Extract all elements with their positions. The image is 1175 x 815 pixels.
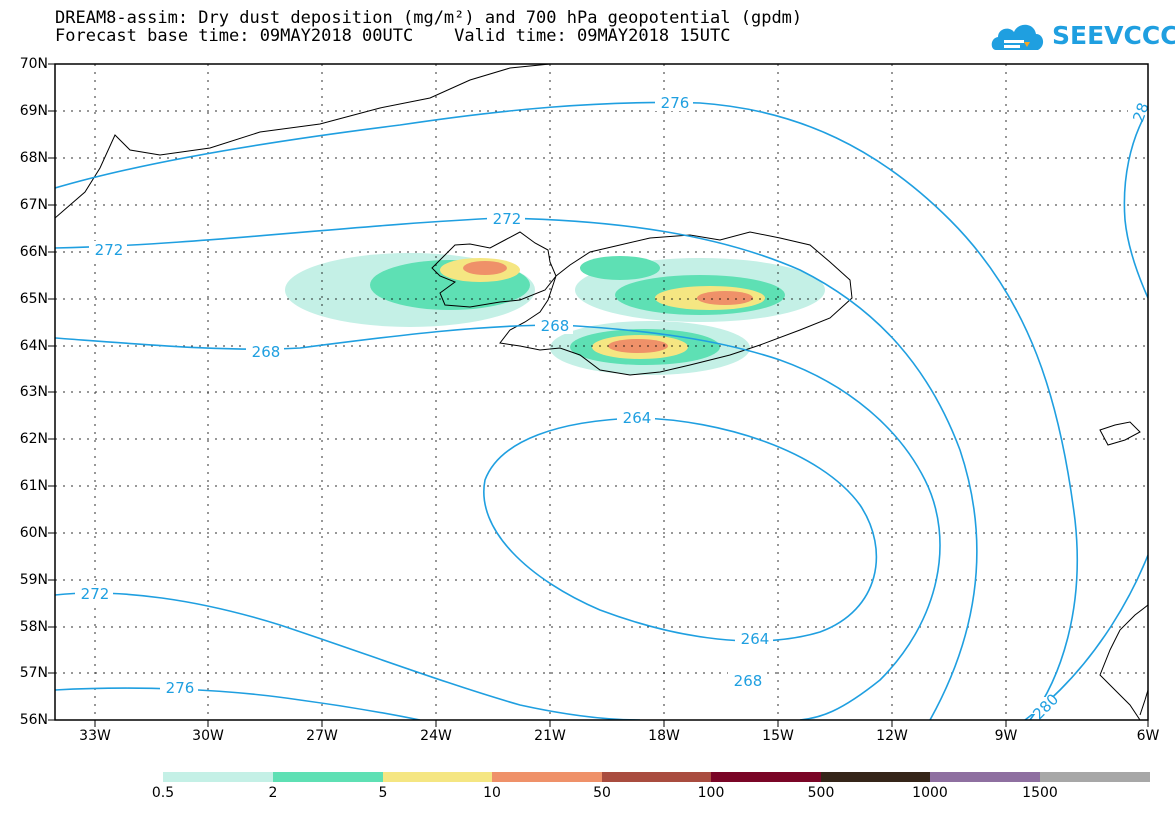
- lat-label: 67N: [19, 197, 48, 213]
- lat-label: 61N: [19, 478, 48, 494]
- lat-label: 64N: [19, 338, 48, 354]
- logo-text: SEEVCCC: [1052, 21, 1175, 50]
- iceland-coast: [431, 231, 853, 376]
- contour-label: 276: [166, 679, 195, 697]
- chart-title-line1: DREAM8-assim: Dry dust deposition (mg/m²…: [55, 8, 803, 28]
- lat-label: 70N: [19, 56, 48, 72]
- legend-label: 500: [807, 785, 835, 801]
- legend-label: 10: [483, 785, 501, 801]
- legend-swatch: [930, 772, 1040, 782]
- shetland-islands: [1139, 689, 1148, 716]
- lat-label: 63N: [19, 384, 48, 400]
- contour-labels: 276 272 272 268 268 264 264 268 272 276 …: [75, 94, 1152, 723]
- lat-label: 57N: [19, 665, 48, 681]
- legend-swatch: [163, 772, 273, 782]
- lon-label: 9W: [994, 728, 1018, 744]
- contour-label: 268: [252, 343, 281, 361]
- legend-swatch: [1040, 772, 1150, 782]
- lon-label: 30W: [192, 728, 224, 744]
- legend-swatch: [821, 772, 931, 782]
- faroe-islands: [1099, 421, 1141, 446]
- cloud-logo-icon: [991, 24, 1044, 50]
- lat-label: 66N: [19, 244, 48, 260]
- lat-label: 60N: [19, 525, 48, 541]
- legend-label: 0.5: [151, 785, 175, 801]
- contour-label: 280: [1029, 690, 1062, 723]
- contour-264: [483, 417, 878, 642]
- legend-swatch: [492, 772, 602, 782]
- contour-272-south: [55, 592, 641, 720]
- dust-shading-south: [550, 321, 750, 375]
- lat-label: 59N: [19, 572, 48, 588]
- contour-28x-east: [1123, 109, 1148, 299]
- contour-272-north: [55, 217, 978, 720]
- contour-268: [55, 324, 941, 720]
- legend-label: 50: [593, 785, 611, 801]
- legend-swatch: [711, 772, 821, 782]
- contour-label: 272: [81, 585, 110, 603]
- coastlines: [55, 64, 1148, 720]
- lon-label: 6W: [1136, 728, 1160, 744]
- contour-label: 272: [95, 241, 124, 259]
- legend-label: 2: [268, 785, 278, 801]
- lat-label: 58N: [19, 619, 48, 635]
- dust-shading-west: [285, 253, 535, 327]
- lon-label: 33W: [79, 728, 111, 744]
- contour-label: 28: [1129, 100, 1152, 124]
- lat-label: 56N: [19, 712, 48, 728]
- lon-label: 21W: [534, 728, 566, 744]
- gridlines: [55, 64, 1148, 720]
- lon-label: 15W: [762, 728, 794, 744]
- lat-label: 69N: [19, 103, 48, 119]
- lat-label: 68N: [19, 150, 48, 166]
- legend-label: 100: [697, 785, 725, 801]
- contour-label: 264: [741, 630, 770, 648]
- contour-label: 272: [493, 210, 522, 228]
- axis-ticks: [48, 63, 1149, 727]
- legend-label: 1000: [912, 785, 948, 801]
- contour-label: 268: [541, 317, 570, 335]
- lon-label: 27W: [306, 728, 338, 744]
- greenland-coast: [55, 64, 551, 219]
- lon-label: 24W: [420, 728, 452, 744]
- lon-label: 18W: [648, 728, 680, 744]
- legend-label: 5: [378, 785, 388, 801]
- legend-swatch: [602, 772, 712, 782]
- lat-label: 65N: [19, 291, 48, 307]
- contour-276-south: [55, 687, 421, 720]
- chart-title-line2: Forecast base time: 09MAY2018 00UTC Vali…: [55, 26, 731, 46]
- contour-label: 268: [734, 672, 763, 690]
- lon-label: 12W: [876, 728, 908, 744]
- scotland-coast: [1099, 604, 1148, 720]
- contour-276-north: [55, 101, 1079, 720]
- lat-label: 62N: [19, 431, 48, 447]
- legend-swatch: [383, 772, 493, 782]
- contour-label: 276: [661, 94, 690, 112]
- legend-swatch: [273, 772, 383, 782]
- legend-label: 1500: [1022, 785, 1058, 801]
- dust-shading-central: [575, 256, 825, 322]
- contour-label: 264: [623, 409, 652, 427]
- geopotential-contours: [55, 101, 1148, 720]
